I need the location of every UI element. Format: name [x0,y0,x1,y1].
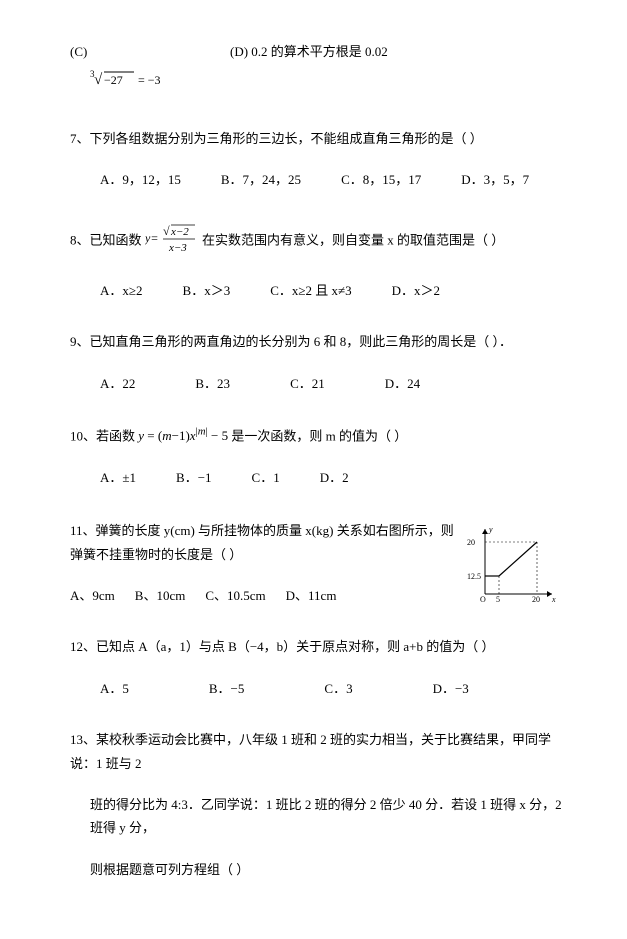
q8-options: A．x≥2 B．x＞3 C．x≥2 且 x≠3 D．x＞2 [100,279,567,302]
q7-opt-a: A．9，12，15 [100,168,181,191]
q10-formula: y = (m−1)x|m| − 5 [138,428,231,443]
q9-options: A．22 B．23 C．21 D．24 [100,372,567,395]
q10-opt-d: D．2 [320,466,349,489]
option-d-text: (D) 0.2 的算术平方根是 0.02 [230,40,388,63]
q8-opt-c: C．x≥2 且 x≠3 [270,279,351,302]
graph-x20: 20 [532,595,540,604]
q10-suffix: 是一次函数，则 m 的值为（ ） [231,428,407,443]
q8-opt-d: D．x＞2 [392,279,440,302]
q11-opt-b: B、10cm [135,584,186,607]
question-7: 7、下列各组数据分别为三角形的三边长，不能组成直角三角形的是（ ） [70,127,567,150]
q10-opt-c: C．1 [252,466,280,489]
question-12: 12、已知点 A（a，1）与点 B（−4，b）关于原点对称，则 a+b 的值为（… [70,635,567,658]
svg-text:O: O [480,595,486,604]
q8-formula-svg: y= √ x−2 x−3 [145,222,199,254]
option-c-block: (C) 3 √ −27 = −3 [70,40,170,97]
q12-opt-b: B．−5 [209,677,245,700]
q8-opt-b: B．x＞3 [183,279,231,302]
svg-text:−27: −27 [104,73,123,87]
q9-opt-d: D．24 [385,372,420,395]
q9-opt-c: C．21 [290,372,325,395]
svg-text:x−2: x−2 [170,226,189,238]
q11-opt-a: A、9cm [70,584,115,607]
q11-opt-c: C、10.5cm [205,584,265,607]
question-13-line1: 13、某校秋季运动会比赛中，八年级 1 班和 2 班的实力相当，关于比赛结果，甲… [70,728,567,775]
cbrt-formula-svg: 3 √ −27 = −3 [90,67,170,89]
top-options-row: (C) 3 √ −27 = −3 (D) 0.2 的算术平方根是 0.02 [70,40,567,97]
svg-text:x: x [551,595,556,604]
q7-opt-d: D．3，5，7 [461,168,529,191]
svg-text:= −3: = −3 [138,73,161,87]
q7-opt-c: C．8，15，17 [341,168,421,191]
question-10: 10、若函数 y = (m−1)x|m| − 5 是一次函数，则 m 的值为（ … [70,423,567,448]
q10-prefix: 10、若函数 [70,428,138,443]
graph-y12: 12.5 [467,572,481,581]
q8-prefix: 8、已知函数 [70,232,142,247]
q10-opt-b: B．−1 [176,466,212,489]
svg-text:√: √ [163,224,170,238]
q9-opt-a: A．22 [100,372,135,395]
graph-y20: 20 [467,538,475,547]
q8-opt-a: A．x≥2 [100,279,143,302]
question-9: 9、已知直角三角形的两直角边的长分别为 6 和 8，则此三角形的周长是（ ）． [70,330,567,353]
q10-opt-a: A．±1 [100,466,136,489]
question-13-line3: 则根据题意可列方程组（ ） [90,858,567,881]
question-8: 8、已知函数 y= √ x−2 x−3 在实数范围内有意义，则自变量 x 的取值… [70,222,567,261]
svg-text:y=: y= [145,231,158,245]
q8-formula: y= √ x−2 x−3 [145,222,199,261]
question-11-wrap: 11、弹簧的长度 y(cm) 与所挂物体的质量 x(kg) 关系如右图所示，则弹… [70,519,567,607]
q12-opt-d: D．−3 [433,677,469,700]
q12-options: A．5 B．−5 C．3 D．−3 [100,677,567,700]
svg-text:y: y [488,525,493,534]
option-c-formula: 3 √ −27 = −3 [90,67,170,96]
question-13-line2: 班的得分比为 4:3．乙同学说：1 班比 2 班的得分 2 倍少 40 分．若设… [90,793,567,840]
svg-text:x−3: x−3 [168,242,187,254]
q11-graph: 20 12.5 5 20 O y x [467,524,557,604]
q9-opt-b: B．23 [195,372,230,395]
q11-opt-d: D、11cm [286,584,337,607]
q12-opt-a: A．5 [100,677,129,700]
option-c-label: (C) [70,44,87,59]
q12-opt-c: C．3 [324,677,352,700]
q10-options: A．±1 B．−1 C．1 D．2 [100,466,567,489]
graph-x5: 5 [496,595,500,604]
q7-options: A．9，12，15 B．7，24，25 C．8，15，17 D．3，5，7 [100,168,567,191]
q8-suffix: 在实数范围内有意义，则自变量 x 的取值范围是（ ） [202,232,504,247]
svg-text:√: √ [94,72,103,88]
q7-opt-b: B．7，24，25 [221,168,301,191]
